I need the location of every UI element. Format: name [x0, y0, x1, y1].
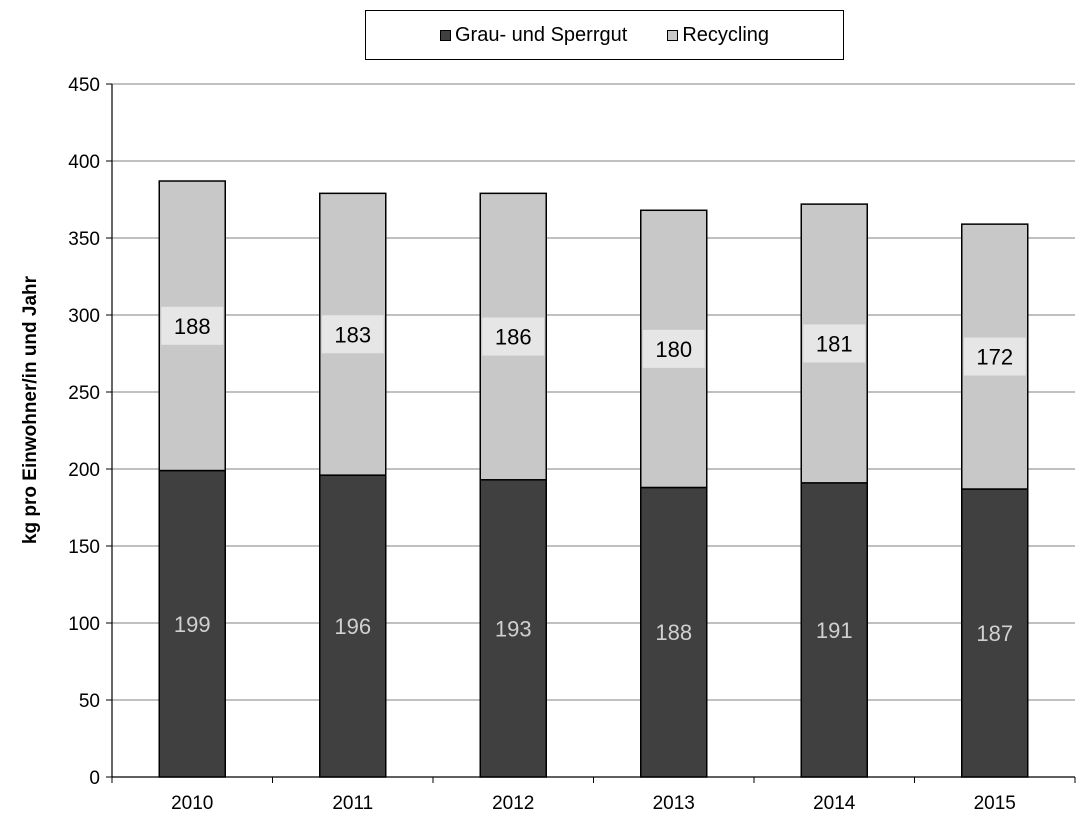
- y-tick-label: 0: [89, 768, 100, 789]
- data-label-bg-2013: [642, 329, 705, 368]
- x-tick-label-2014: 2014: [813, 793, 856, 814]
- data-label-bg-2012: [482, 317, 545, 356]
- legend-item-recycling: Recycling: [667, 24, 769, 47]
- x-tick-label-2012: 2012: [492, 793, 534, 814]
- x-tick-label-2013: 2013: [653, 793, 695, 814]
- data-label-recycling-2010: 188: [174, 314, 211, 339]
- data-label-recycling-2012: 186: [495, 325, 532, 350]
- bar-grau-2010: [158, 469, 226, 778]
- data-label-grau-2013: 188: [655, 620, 692, 645]
- bar-grau-2011: [319, 474, 387, 778]
- legend-label-grau: Grau- und Sperrgut: [454, 23, 628, 46]
- bar-grau-2013: [640, 486, 708, 778]
- data-label-bg-2010: [161, 306, 224, 345]
- data-label-recycling-2013: 180: [655, 337, 692, 362]
- legend-swatch-recycling: [667, 29, 679, 41]
- data-label-recycling-2011: 183: [334, 322, 371, 347]
- x-tick-label-2015: 2015: [974, 793, 1016, 814]
- data-label-grau-2010: 199: [174, 612, 211, 637]
- y-tick-label: 300: [68, 306, 100, 327]
- bar-grau-2015: [961, 488, 1029, 778]
- legend-item-grau: Grau- und Sperrgut: [439, 23, 628, 47]
- legend: Grau- und Sperrgut Recycling: [365, 10, 844, 60]
- bar-grau-2012: [479, 479, 547, 778]
- y-tick-label: 150: [68, 537, 100, 558]
- x-tick-label-2011: 2011: [332, 793, 373, 814]
- data-label-recycling-2014: 181: [816, 331, 853, 356]
- y-tick-label: 50: [79, 691, 100, 712]
- data-label-grau-2012: 193: [495, 616, 532, 641]
- data-label-recycling-2015: 172: [976, 345, 1013, 370]
- x-tick-label-2010: 2010: [171, 793, 213, 814]
- legend-label-recycling: Recycling: [682, 23, 770, 46]
- legend-swatch-grau: [439, 29, 451, 41]
- bar-grau-2014: [800, 482, 868, 778]
- y-tick-label: 200: [68, 460, 100, 481]
- data-label-bg-2014: [803, 324, 866, 363]
- data-label-bg-2011: [321, 315, 384, 354]
- data-label-grau-2014: 191: [816, 618, 853, 643]
- y-tick-label: 100: [68, 614, 100, 635]
- data-label-grau-2015: 187: [976, 621, 1013, 646]
- y-tick-label: 450: [68, 75, 100, 96]
- y-tick-label: 400: [68, 152, 100, 173]
- data-label-grau-2011: 196: [334, 614, 371, 639]
- y-tick-label: 350: [68, 229, 100, 250]
- y-tick-label: 250: [68, 383, 100, 404]
- data-label-bg-2015: [963, 337, 1026, 376]
